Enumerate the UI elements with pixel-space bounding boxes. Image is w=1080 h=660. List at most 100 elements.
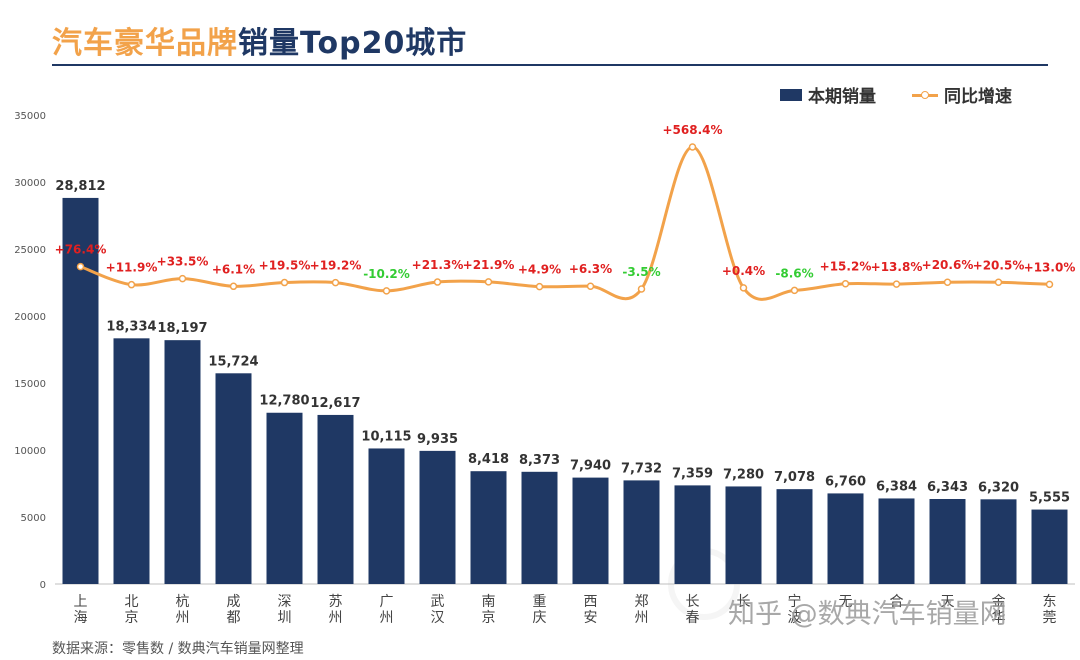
category-label: 京 [482,610,496,626]
chart-legend: 本期销量 同比增速 [780,82,1012,107]
growth-value-label: +20.5% [973,258,1025,272]
growth-value-label: -3.5% [622,265,660,279]
growth-value-label: +20.6% [922,258,974,272]
growth-point [280,278,289,287]
category-label: 郑 [635,594,649,610]
bar [164,340,201,584]
category-label: 东 [1043,594,1057,610]
growth-point [688,143,697,151]
bar [266,412,303,584]
bar [1031,509,1068,584]
category-label: 汉 [431,610,445,626]
growth-value-label: -8.6% [775,266,813,280]
bar-value-label: 5,555 [1029,491,1070,506]
bar-value-label: 10,115 [361,429,411,444]
y-tick-label: 15000 [14,379,46,390]
growth-value-label: -10.2% [363,267,410,281]
bar-value-label: 12,617 [310,396,360,411]
growth-value-label: +568.4% [662,123,722,137]
category-label: 无 [839,594,853,610]
category-label: 成 [227,594,241,610]
category-label: 苏 [329,594,343,610]
legend-line-label: 同比增速 [944,87,1012,107]
bar [317,414,354,584]
bar-value-label: 7,280 [723,467,764,482]
y-tick-label: 10000 [14,446,46,457]
growth-point [892,280,901,288]
growth-value-label: +11.9% [106,261,158,275]
bar-value-label: 12,780 [259,394,309,409]
y-tick-label: 35000 [14,111,46,122]
category-label: 州 [635,610,649,626]
category-label: 莞 [1043,610,1057,626]
category-label: 海 [74,610,88,626]
bar [878,498,915,584]
bar-value-label: 7,732 [621,461,662,476]
growth-point [127,280,136,289]
legend-line-swatch [912,89,938,101]
category-label: 武 [431,594,445,610]
growth-point [790,286,799,295]
bar-value-label: 7,359 [672,466,713,481]
bar [470,471,507,584]
category-label: 合 [890,594,904,610]
y-tick-label: 0 [40,580,46,591]
growth-point [535,282,544,291]
bar-value-label: 8,373 [519,453,560,468]
bar-value-label: 6,760 [825,474,866,489]
category-label: 南 [482,594,496,610]
category-label: 天 [941,594,955,610]
category-label: 上 [74,594,88,610]
growth-point [841,279,850,288]
growth-value-label: +4.9% [518,263,561,277]
growth-point [994,278,1003,287]
growth-point [484,278,493,286]
bar-value-label: 6,343 [927,480,968,495]
title-part-brand: 汽车豪华品牌 [52,26,238,61]
growth-value-label: +19.2% [310,259,362,273]
y-tick-label: 5000 [21,513,46,524]
bar-value-label: 6,320 [978,480,1019,495]
growth-point [382,287,391,295]
bar [572,477,609,584]
growth-line [79,145,1050,301]
category-label: 金 [992,594,1006,610]
growth-point [433,278,442,286]
data-source: 数据来源：零售数 / 数典汽车销量网整理 [52,641,304,657]
bar [113,338,150,584]
category-label: 广 [380,594,394,610]
growth-point [1045,280,1054,289]
bar [776,489,813,584]
growth-point [739,284,748,292]
bar [62,197,99,585]
growth-point [331,278,340,287]
bar-value-label: 18,197 [157,321,207,336]
bar [674,485,711,584]
growth-value-label: +19.5% [259,259,311,273]
growth-point [586,282,595,290]
bar [521,471,558,584]
growth-value-label: +15.2% [820,260,872,274]
growth-point [76,262,85,271]
bar [725,486,762,584]
bar-value-label: 7,940 [570,459,611,474]
category-label: 宁 [788,593,802,610]
bar [419,450,456,584]
growth-point [637,285,646,293]
bar-value-label: 6,384 [876,479,917,494]
category-label: 州 [329,610,343,626]
bar [623,480,660,584]
category-label: 安 [584,610,598,626]
category-label: 华 [992,610,1006,626]
bar [980,499,1017,584]
legend-bar-label: 本期销量 [808,87,876,107]
combo-chart: 0 5000 10000 15000 20000 25000 30000 35000 28,81… [14,111,1075,626]
growth-value-label: +21.3% [412,258,464,272]
y-tick-label: 30000 [14,178,46,189]
y-tick-label: 20000 [14,312,46,323]
bar [215,373,252,584]
growth-value-label: +76.4% [55,243,107,257]
category-label: 州 [380,610,394,626]
category-label: 深 [278,594,292,610]
title-part-top20: 销量Top20城市 [238,26,468,61]
